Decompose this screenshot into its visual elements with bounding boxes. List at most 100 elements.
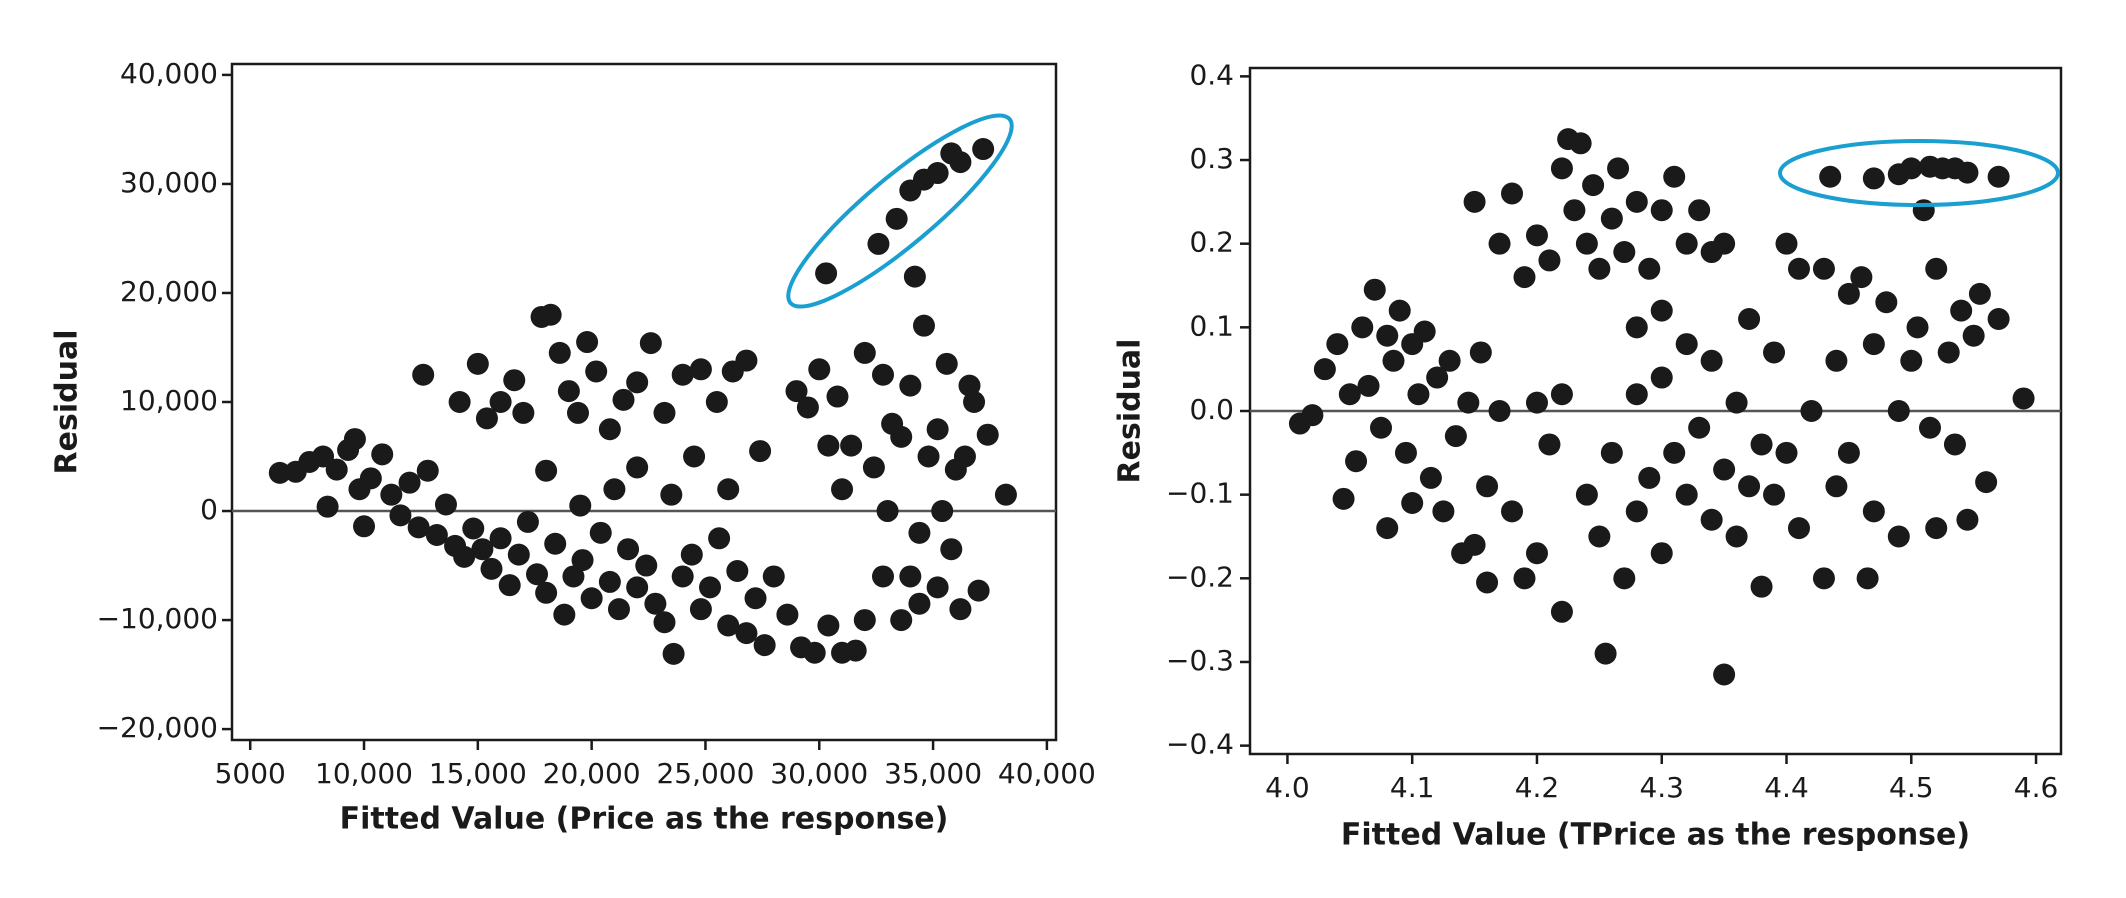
point: [749, 440, 772, 463]
point: [453, 545, 476, 568]
point: [1900, 157, 1923, 180]
highlight-ellipse: [786, 113, 1014, 309]
point: [1700, 508, 1723, 531]
y-tick-label: 0.0: [1189, 393, 1234, 426]
point: [1688, 416, 1711, 439]
point: [598, 570, 621, 593]
point: [1968, 282, 1991, 305]
point: [872, 565, 895, 588]
point: [1875, 291, 1898, 314]
point: [972, 138, 995, 161]
point: [735, 622, 758, 645]
point: [1444, 425, 1467, 448]
point: [785, 380, 808, 403]
point: [603, 478, 626, 501]
y-axis-title: Residual: [50, 330, 85, 475]
point: [817, 614, 840, 637]
x-tick-label: 40,000: [998, 757, 1096, 790]
point: [1594, 642, 1617, 665]
y-tick-label: 40,000: [120, 57, 218, 90]
x-tick-label: 4.1: [1390, 771, 1435, 804]
point: [1625, 190, 1648, 213]
point: [1600, 441, 1623, 464]
point: [853, 609, 876, 632]
point: [353, 515, 376, 538]
point: [480, 557, 503, 580]
point: [1819, 165, 1842, 188]
point: [1588, 257, 1611, 280]
point: [867, 232, 890, 255]
point: [680, 543, 703, 566]
point: [671, 565, 694, 588]
y-tick-label: −0.1: [1166, 477, 1234, 510]
point: [949, 598, 972, 621]
point: [862, 456, 885, 479]
point: [1338, 383, 1361, 406]
point: [1575, 483, 1598, 506]
point: [412, 363, 435, 386]
point: [1457, 391, 1480, 414]
point: [1525, 391, 1548, 414]
point: [2012, 387, 2035, 410]
point: [926, 162, 949, 185]
point: [708, 527, 731, 550]
point: [853, 341, 876, 364]
point: [407, 516, 430, 539]
point: [1738, 475, 1761, 498]
y-tick-label: −20,000: [97, 711, 218, 744]
point: [705, 391, 728, 413]
point: [607, 598, 630, 621]
point: [416, 459, 439, 482]
point: [1856, 567, 1879, 590]
point: [653, 611, 676, 634]
point: [471, 538, 494, 561]
point: [371, 443, 394, 466]
point: [699, 576, 722, 599]
point: [1837, 441, 1860, 464]
point: [1725, 391, 1748, 414]
point: [899, 565, 922, 588]
point: [1345, 450, 1368, 473]
point: [726, 560, 749, 582]
point: [1363, 278, 1386, 301]
point: [1887, 400, 1910, 422]
point: [389, 504, 412, 527]
point: [994, 483, 1017, 506]
point: [1550, 600, 1573, 623]
point: [662, 642, 685, 665]
point: [639, 332, 662, 355]
point: [1812, 257, 1835, 280]
point: [489, 391, 512, 413]
point: [1301, 404, 1324, 427]
point: [671, 363, 694, 386]
x-tick-label: 4.3: [1639, 771, 1684, 804]
x-tick-label: 4.2: [1515, 771, 1560, 804]
point: [644, 592, 667, 615]
point: [912, 314, 935, 337]
point: [544, 532, 567, 555]
y-tick-label: −10,000: [97, 602, 218, 635]
point: [940, 538, 963, 561]
point: [826, 385, 849, 408]
point: [462, 517, 485, 540]
point: [1538, 249, 1561, 272]
x-tick-label: 25,000: [656, 757, 754, 790]
point: [1962, 324, 1985, 347]
point: [1900, 349, 1923, 372]
point: [343, 428, 366, 451]
point: [507, 543, 530, 566]
point: [475, 407, 498, 430]
point: [1650, 199, 1673, 222]
point: [1588, 525, 1611, 548]
point: [569, 494, 592, 517]
point: [1370, 416, 1393, 439]
point: [316, 495, 339, 518]
point: [434, 493, 457, 516]
point: [498, 574, 521, 597]
x-tick-label: 15,000: [429, 757, 527, 790]
y-axis-title: Residual: [1113, 339, 1148, 484]
point: [1763, 341, 1786, 364]
x-tick-label: 30,000: [770, 757, 868, 790]
x-tick-label: 4.6: [2014, 771, 2059, 804]
